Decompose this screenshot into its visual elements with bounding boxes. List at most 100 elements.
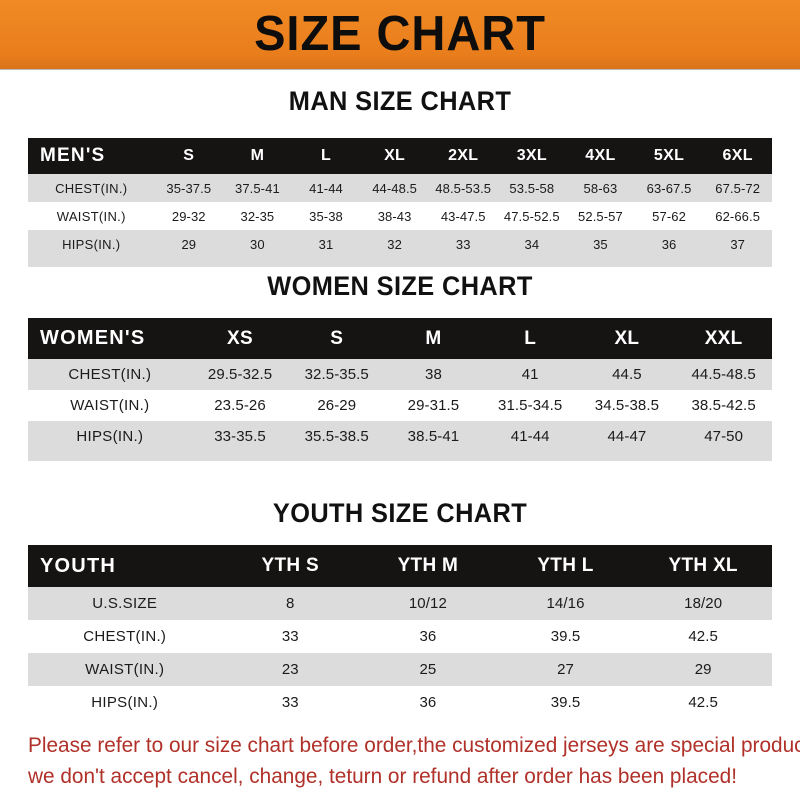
table-row: U.S.SIZE 8 10/12 14/16 18/20 [28, 587, 772, 620]
disclaimer-line-2: we don't accept cancel, change, teturn o… [28, 765, 737, 788]
table-cell: 67.5-72 [715, 180, 761, 196]
table-footer-spacer [28, 452, 772, 461]
table-footer-spacer [28, 258, 772, 267]
table-cell: 36 [419, 628, 437, 645]
table-cell: 57-62 [652, 208, 686, 224]
column-header: 6XL [722, 147, 753, 164]
table-cell: 47-50 [704, 428, 744, 445]
table-row: WAIST(IN.) 23 25 27 29 [28, 653, 772, 686]
row-label: CHEST(IN.) [55, 180, 128, 196]
table-cell: 33-35.5 [214, 428, 266, 445]
table-row: CHEST(IN.) 29.5-32.5 32.5-35.5 38 41 44.5 44.5… [28, 359, 772, 390]
column-header: L [320, 147, 332, 164]
spacer-cell [221, 719, 359, 728]
row-label: HIPS(IN.) [76, 428, 144, 445]
table-cell: 44-47 [607, 428, 647, 445]
table-cell: 41-44 [510, 428, 550, 445]
column-header: 2XL [448, 147, 479, 164]
row-label: HIPS(IN.) [91, 694, 159, 711]
spacer-cell [28, 452, 192, 461]
table-corner-label: WOMEN'S [40, 327, 146, 349]
table-row: HIPS(IN.) 29 30 31 32 33 34 35 36 37 [28, 230, 772, 258]
table-cell: 32.5-35.5 [304, 366, 369, 383]
table-cell: 27 [557, 661, 574, 678]
column-header: XS [227, 327, 253, 349]
table-row: HIPS(IN.) 33-35.5 35.5-38.5 38.5-41 41-44 44-… [28, 421, 772, 452]
row-label: WAIST(IN.) [85, 661, 165, 678]
table-header-row: WOMEN'S XS S M L XL XXL [28, 318, 772, 359]
table-cell: 33 [281, 694, 299, 711]
column-header: YTH L [537, 555, 594, 576]
table-cell: 34.5-38.5 [594, 397, 660, 414]
table-cell: 33 [455, 236, 471, 252]
table-cell: 29 [181, 236, 197, 252]
spacer-cell [28, 258, 154, 267]
column-header: 4XL [585, 147, 616, 164]
table-corner-label: MEN'S [40, 145, 106, 166]
table-cell: 36 [661, 236, 677, 252]
row-label: CHEST(IN.) [83, 628, 167, 645]
table-cell: 52.5-57 [578, 208, 623, 224]
table-cell: 30 [250, 236, 265, 252]
women-section-heading: WOMEN SIZE CHART [267, 271, 533, 301]
table-cell: 29-32 [171, 208, 206, 224]
table-cell: 23.5-26 [214, 397, 266, 414]
table-cell: 8 [286, 595, 295, 612]
table-cell: 35.5-38.5 [304, 428, 369, 445]
table-cell: 34 [524, 236, 540, 252]
spacer-cell [359, 719, 497, 728]
column-header: S [183, 147, 195, 164]
spacer-cell [579, 452, 676, 461]
table-corner-label: YOUTH [40, 554, 116, 577]
table-cell: 39.5 [550, 628, 581, 645]
women-size-table: WOMEN'S XS S M L XL XXL CHEST(IN.) 29.5-32.5 32.5… [28, 318, 772, 461]
spacer-cell [28, 719, 221, 728]
table-cell: 29.5-32.5 [207, 366, 273, 383]
spacer-cell [429, 258, 498, 267]
table-cell: 29 [694, 661, 712, 678]
column-header: YTH XL [668, 555, 738, 576]
table-row: CHEST(IN.) 33 36 39.5 42.5 [28, 620, 772, 653]
spacer-cell [482, 452, 579, 461]
spacer-cell [635, 258, 704, 267]
disclaimer-line-1: Please refer to our size chart before or… [28, 734, 800, 757]
table-cell: 38.5-42.5 [691, 397, 756, 414]
table-cell: 37.5-41 [234, 180, 280, 196]
row-label: U.S.SIZE [92, 595, 158, 612]
disclaimer-text: Please refer to our size chart before or… [28, 730, 800, 792]
banner-title: SIZE CHART [254, 7, 546, 61]
spacer-cell [385, 452, 482, 461]
spacer-cell [497, 719, 635, 728]
table-cell: 35-37.5 [166, 180, 212, 196]
table-cell: 48.5-53.5 [435, 180, 492, 196]
table-cell: 31 [318, 236, 334, 252]
table-cell: 62-66.5 [715, 208, 761, 224]
spacer-cell [566, 258, 635, 267]
column-header: S [330, 327, 344, 349]
table-cell: 41-44 [309, 180, 343, 196]
table-cell: 23 [281, 661, 299, 678]
column-header: M [250, 147, 265, 164]
row-label: WAIST(IN.) [56, 208, 126, 224]
table-cell: 37 [730, 236, 745, 252]
table-row: WAIST(IN.) 23.5-26 26-29 29-31.5 31.5-34.5 34… [28, 390, 772, 421]
spacer-cell [498, 258, 567, 267]
table-cell: 53.5-58 [509, 180, 555, 196]
table-cell: 10/12 [408, 595, 447, 612]
table-cell: 36 [419, 694, 437, 711]
banner: SIZE CHART [0, 0, 800, 70]
table-cell: 33 [281, 628, 299, 645]
table-row: CHEST(IN.) 35-37.5 37.5-41 41-44 44-48.5 48.5… [28, 174, 772, 202]
row-label: WAIST(IN.) [70, 397, 150, 414]
table-cell: 31.5-34.5 [498, 397, 563, 414]
table-cell: 44-48.5 [372, 180, 417, 196]
table-cell: 44.5-48.5 [691, 366, 756, 383]
spacer-cell [360, 258, 429, 267]
table-cell: 44.5 [612, 366, 642, 383]
column-header: L [524, 327, 537, 349]
spacer-cell [223, 258, 292, 267]
column-header: M [425, 327, 442, 349]
table-cell: 32 [387, 236, 402, 252]
table-cell: 26-29 [317, 397, 357, 414]
row-label: HIPS(IN.) [62, 236, 121, 252]
